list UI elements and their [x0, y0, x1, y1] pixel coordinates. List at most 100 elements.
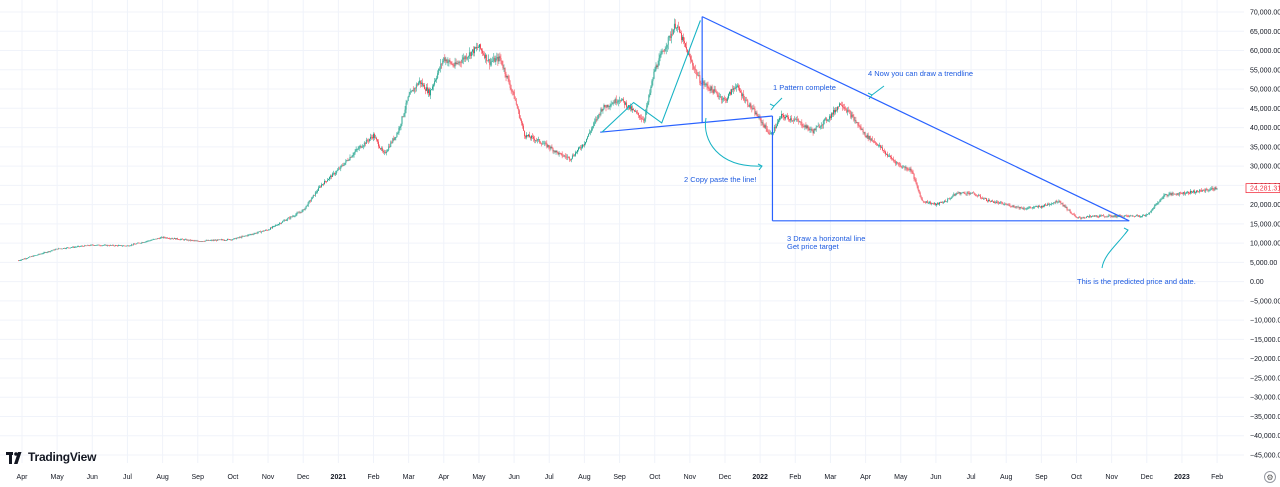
candle-body — [839, 103, 840, 107]
candle-body — [264, 230, 266, 231]
candle-body — [592, 126, 594, 129]
candle-body — [178, 239, 180, 240]
candle-body — [919, 192, 921, 197]
candle-body — [385, 151, 387, 153]
y-tick-label: −35,000.00 — [1250, 414, 1280, 421]
candle-body — [75, 246, 77, 248]
chart-settings-icon[interactable]: ⚙ — [1264, 471, 1276, 483]
candle-body — [152, 239, 154, 240]
candle-body — [88, 245, 90, 246]
candle-body — [397, 132, 399, 134]
candle-body — [417, 82, 419, 86]
candle-body — [314, 192, 316, 196]
candle-body — [274, 225, 275, 227]
candle-body — [1019, 207, 1021, 209]
candle-body — [181, 238, 183, 240]
candle-body — [685, 43, 686, 47]
candle-body — [636, 111, 638, 113]
candle-body — [295, 214, 297, 216]
candle-body — [483, 53, 485, 55]
candle-body — [891, 157, 893, 159]
candle-body — [95, 245, 97, 246]
candle-body — [355, 149, 357, 152]
candle-body — [762, 122, 764, 125]
candle-body — [892, 158, 894, 160]
candle-body — [1082, 217, 1084, 219]
candle-body — [389, 146, 391, 147]
candle-body — [882, 147, 883, 151]
candle-body — [480, 44, 481, 49]
candle-body — [310, 199, 312, 201]
candle-body — [30, 256, 32, 258]
candle-body — [48, 251, 50, 252]
candle-body — [935, 203, 936, 206]
y-tick-label: −25,000.00 — [1250, 375, 1280, 382]
candle-body — [38, 253, 40, 255]
candle-body — [513, 91, 515, 99]
candle-body — [571, 155, 573, 159]
candle-body — [426, 87, 427, 91]
candle-body — [221, 239, 222, 241]
candle-body — [949, 198, 951, 200]
candle-body — [339, 168, 341, 170]
candle-body — [280, 223, 282, 224]
candle-body — [1034, 206, 1035, 208]
candle-body — [590, 131, 592, 133]
candle-body — [169, 238, 170, 240]
candle-body — [707, 85, 709, 89]
candle-body — [147, 240, 149, 242]
candle-body — [851, 114, 853, 118]
candle-body — [540, 142, 542, 144]
candle-body — [610, 104, 612, 107]
candle-body — [720, 96, 722, 100]
candle-body — [238, 237, 240, 239]
candle-body — [1077, 217, 1079, 218]
candle-body — [100, 245, 102, 247]
candle-body — [1038, 206, 1039, 208]
y-tick-label: 5,000.00 — [1250, 260, 1277, 267]
candle-body — [1045, 204, 1047, 206]
candle-body — [797, 119, 799, 121]
candle-body — [1148, 213, 1150, 215]
candle-body — [555, 150, 557, 153]
candle-body — [1153, 208, 1155, 209]
candle-body — [1022, 208, 1024, 209]
candle-body — [1070, 212, 1072, 214]
candle-body — [728, 94, 729, 99]
chart-grid — [0, 0, 1244, 463]
candle-body — [134, 243, 136, 245]
candle-body — [628, 105, 629, 108]
candle-body — [412, 90, 414, 92]
candle-body — [1098, 216, 1100, 218]
annotation-text: 3 Draw a horizontal line — [787, 234, 865, 243]
candle-body — [570, 158, 572, 160]
candle-body — [40, 253, 42, 255]
candle-body — [1030, 207, 1032, 209]
candle-body — [633, 108, 634, 110]
candle-body — [904, 166, 906, 169]
candle-body — [679, 26, 680, 33]
candle-body — [543, 143, 545, 145]
candle-body — [249, 234, 251, 236]
candle-body — [79, 246, 81, 247]
candle-body — [262, 230, 264, 232]
candle-body — [832, 113, 833, 115]
candle-body — [1073, 214, 1075, 216]
candle-body — [607, 104, 609, 107]
candle-body — [1003, 204, 1005, 205]
candle-body — [498, 56, 500, 62]
candle-body — [296, 212, 298, 215]
candle-body — [1071, 213, 1073, 215]
candle-body — [129, 245, 131, 247]
candle-body — [996, 201, 998, 203]
candle-body — [824, 118, 826, 120]
candle-body — [984, 198, 985, 200]
candle-body — [573, 155, 575, 157]
candle-body — [600, 109, 602, 115]
candle-body — [711, 86, 713, 90]
candle-body — [187, 239, 189, 241]
candle-body — [1031, 207, 1033, 209]
candle-body — [261, 230, 263, 232]
candle-body — [750, 103, 752, 109]
